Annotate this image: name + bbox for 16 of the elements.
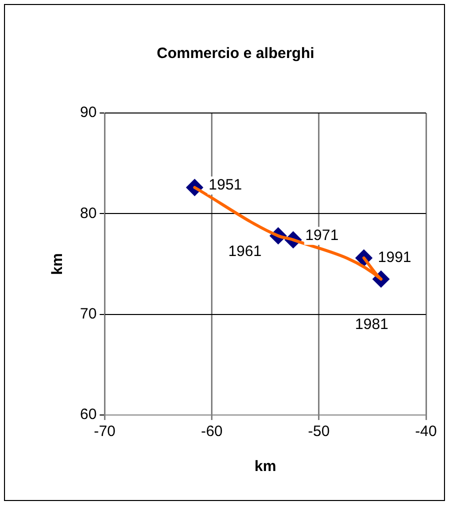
y-tick-label: 70 [80,305,97,322]
y-tick-label: 80 [80,204,97,222]
annotation: 1971 [305,226,339,244]
y-axis-title: km [49,253,66,275]
y-tick-label: 60 [80,406,97,424]
x-tick-label: -70 [94,423,116,440]
annotation: 1991 [378,249,412,266]
annotation: 1961 [228,242,262,260]
x-tick-label: -60 [200,423,223,440]
x-tick-label: -40 [415,423,437,440]
annotation: 1951 [208,176,242,194]
x-axis-title: km [254,458,276,476]
x-tick-label: -50 [308,423,330,440]
y-tick-label: 90 [80,104,97,122]
annotation: 1981 [355,316,388,334]
chart-title: Commercio e alberghi [156,45,314,62]
